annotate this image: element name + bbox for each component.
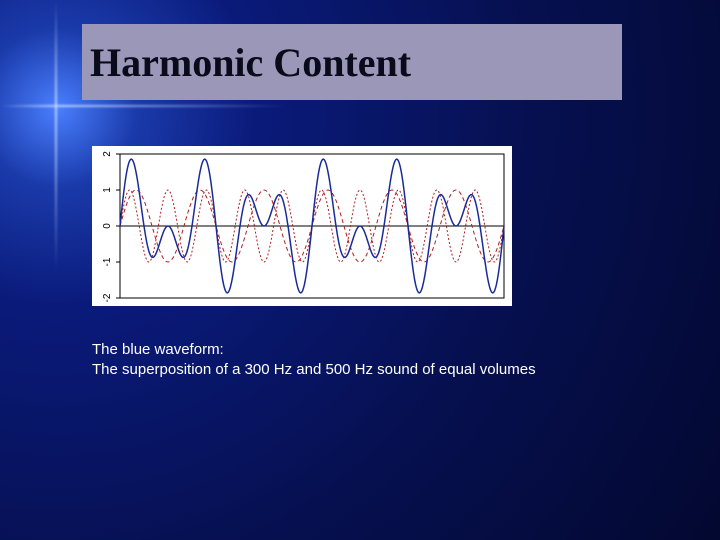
caption-block: The blue waveform: The superposition of … [92,340,536,381]
title-bar: Harmonic Content [82,24,622,100]
svg-text:1: 1 [102,187,113,193]
svg-text:-2: -2 [102,293,113,302]
slide-title: Harmonic Content [90,39,411,86]
caption-line-1: The blue waveform: [92,340,536,360]
svg-text:2: 2 [102,151,113,157]
caption-line-2: The superposition of a 300 Hz and 500 Hz… [92,360,536,380]
waveform-svg: -2 -1 0 1 2 [92,146,512,306]
lens-flare-vertical [55,0,57,540]
svg-text:0: 0 [102,223,113,229]
waveform-chart: -2 -1 0 1 2 [92,146,512,306]
lens-flare-horizontal [0,105,720,107]
svg-text:-1: -1 [102,257,113,266]
